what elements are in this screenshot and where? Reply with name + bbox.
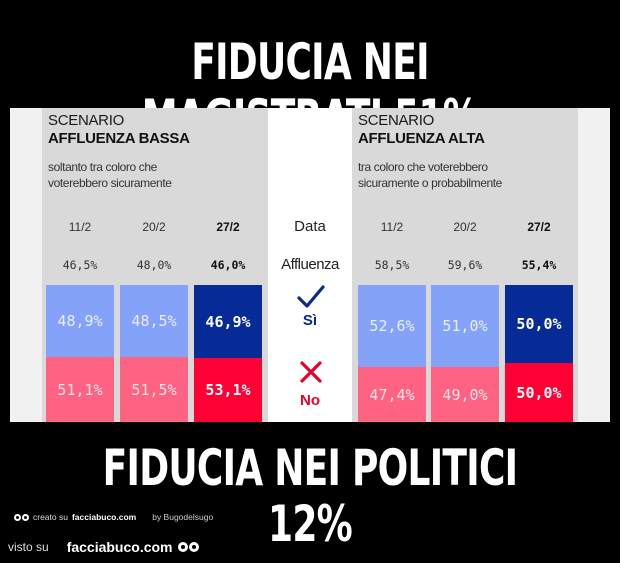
created-prefix: creato su xyxy=(33,512,68,522)
column-date: 27/2 xyxy=(527,220,551,234)
seen-on-watermark: visto su facciabuco.com xyxy=(8,539,199,555)
stacked-bar: 46,9% 53,1% xyxy=(194,285,262,422)
poll-chart: SCENARIO AFFLUENZA BASSA soltanto tra co… xyxy=(10,108,610,422)
stacked-bar: 50,0% 50,0% xyxy=(505,285,573,422)
column-date: 11/2 xyxy=(68,220,92,234)
created-brand-link[interactable]: facciabuco.com xyxy=(71,512,137,522)
bar-yes-segment: 50,0% xyxy=(505,285,573,363)
bar-yes-segment: 51,0% xyxy=(431,285,499,367)
bar-yes-segment: 46,9% xyxy=(194,285,262,358)
description-line: voterebbero sicuramente xyxy=(48,176,172,190)
no-label: No xyxy=(300,392,320,409)
column-date: 20/2 xyxy=(142,220,166,234)
bar-yes-segment: 48,5% xyxy=(120,285,188,357)
bar-no-segment: 50,0% xyxy=(505,363,573,422)
stacked-bar: 48,9% 51,1% xyxy=(46,285,114,422)
cross-icon xyxy=(300,361,322,383)
stacked-bar: 51,0% 49,0% xyxy=(431,285,499,422)
column-date: 27/2 xyxy=(216,220,240,234)
description-line: soltanto tra coloro che xyxy=(48,160,157,174)
seen-prefix: visto su xyxy=(8,540,49,554)
scenario-label: SCENARIO xyxy=(48,112,124,129)
scenario-high-turnout: SCENARIO AFFLUENZA ALTA tra coloro che v… xyxy=(352,108,578,422)
eyes-logo-icon xyxy=(14,513,29,521)
bar-yes-segment: 48,9% xyxy=(46,285,114,357)
column-turnout: 58,5% xyxy=(374,258,410,272)
scenario-description: soltanto tra coloro che voterebbero sicu… xyxy=(48,159,172,191)
bar-no-segment: 53,1% xyxy=(194,358,262,422)
description-line: tra coloro che voterebbero xyxy=(358,160,488,174)
seen-brand-link[interactable]: facciabuco.com xyxy=(66,539,173,555)
bar-yes-segment: 52,6% xyxy=(358,285,426,367)
column-date: 11/2 xyxy=(380,220,404,234)
description-line: sicuramente o probabilmente xyxy=(358,176,502,190)
bar-no-segment: 51,5% xyxy=(120,357,188,422)
scenario-low-turnout: SCENARIO AFFLUENZA BASSA soltanto tra co… xyxy=(42,108,268,422)
scenario-label: SCENARIO xyxy=(358,112,434,129)
author-credit: by Bugodelsugo xyxy=(152,512,214,522)
eyes-logo-icon xyxy=(177,542,199,552)
created-on-watermark: creato su facciabuco.com by Bugodelsugo xyxy=(14,512,213,522)
column-turnout: 46,5% xyxy=(62,258,98,272)
row-labels-column: Data Affluenza Sì No xyxy=(268,108,352,422)
stacked-bar: 52,6% 47,4% xyxy=(358,285,426,422)
yes-label: Sì xyxy=(302,312,318,329)
bar-no-segment: 47,4% xyxy=(358,367,426,422)
column-turnout: 59,6% xyxy=(447,258,483,272)
headline-bottom: FIDUCIA NEI POLITICI 12% xyxy=(102,439,518,553)
bar-no-segment: 51,1% xyxy=(46,357,114,422)
column-turnout: 46,0% xyxy=(210,258,246,272)
scenario-description: tra coloro che voterebbero sicuramente o… xyxy=(358,159,502,191)
turnout-row-label: Affluenza xyxy=(281,256,339,273)
bar-no-segment: 49,0% xyxy=(431,367,499,422)
column-turnout: 55,4% xyxy=(521,258,557,272)
check-icon xyxy=(297,285,325,308)
stacked-bar: 48,5% 51,5% xyxy=(120,285,188,422)
date-row-label: Data xyxy=(294,218,326,235)
column-turnout: 48,0% xyxy=(136,258,172,272)
column-date: 20/2 xyxy=(453,220,477,234)
scenario-title: AFFLUENZA BASSA xyxy=(48,130,190,147)
scenario-title: AFFLUENZA ALTA xyxy=(358,130,485,147)
